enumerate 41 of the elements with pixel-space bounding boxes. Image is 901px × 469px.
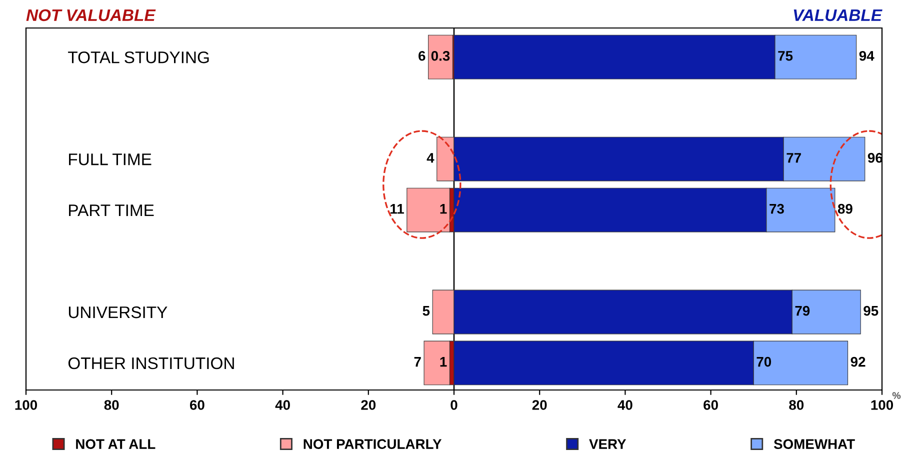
x-tick-label: 20	[361, 400, 376, 410]
y-tick-label: UNIVERSITY	[68, 306, 168, 318]
x-tick-label: 40	[275, 400, 290, 410]
x-tick-label: 60	[190, 400, 204, 410]
annotation: 7	[414, 357, 421, 367]
data-label: 70	[756, 356, 772, 367]
annotation: 0.3	[431, 50, 450, 61]
x-tick-label: 60	[704, 400, 718, 410]
annotation: 5	[422, 306, 430, 316]
legend-label: NOT AT ALL	[76, 439, 156, 449]
legend-label: SOMEWHAT	[774, 439, 855, 449]
annotation: 96	[868, 152, 882, 163]
data-label: 79	[795, 306, 810, 316]
annotation: 94	[859, 50, 874, 61]
y-tick-label: PART TIME	[69, 204, 154, 216]
annotation: 95	[864, 306, 878, 316]
data-label: 73	[770, 204, 784, 214]
annotation: 92	[850, 356, 866, 367]
x-tick-label: 100	[15, 400, 38, 410]
x-tick-label: 80	[104, 400, 119, 410]
annotation: 11	[390, 204, 404, 214]
annotation: 89	[838, 204, 852, 214]
y-tick-label: OTHER INSTITUTION	[68, 357, 234, 370]
y-tick-label: TOTAL STUDYING	[68, 51, 209, 64]
annotation: 6	[418, 50, 426, 61]
text: VALUABLE	[794, 9, 882, 22]
text: NOT VALUABLE	[26, 9, 156, 22]
annotation: 1	[440, 204, 447, 214]
x-tick-label: 20	[532, 400, 547, 410]
data-label: 75	[778, 51, 793, 61]
annotation: 4	[426, 153, 434, 163]
x-tick-label: 0	[450, 400, 458, 410]
annotation: 1	[440, 357, 447, 367]
y-tick-label: FULL TIME	[69, 154, 152, 166]
text: %	[892, 392, 901, 399]
data-label: 77	[786, 153, 801, 163]
legend-label: VERY	[589, 439, 626, 449]
x-tick-label: 100	[871, 400, 894, 410]
legend-label: NOT PARTICULARLY	[304, 439, 442, 449]
x-tick-label: 40	[618, 400, 632, 410]
x-tick-label: 80	[789, 400, 804, 410]
